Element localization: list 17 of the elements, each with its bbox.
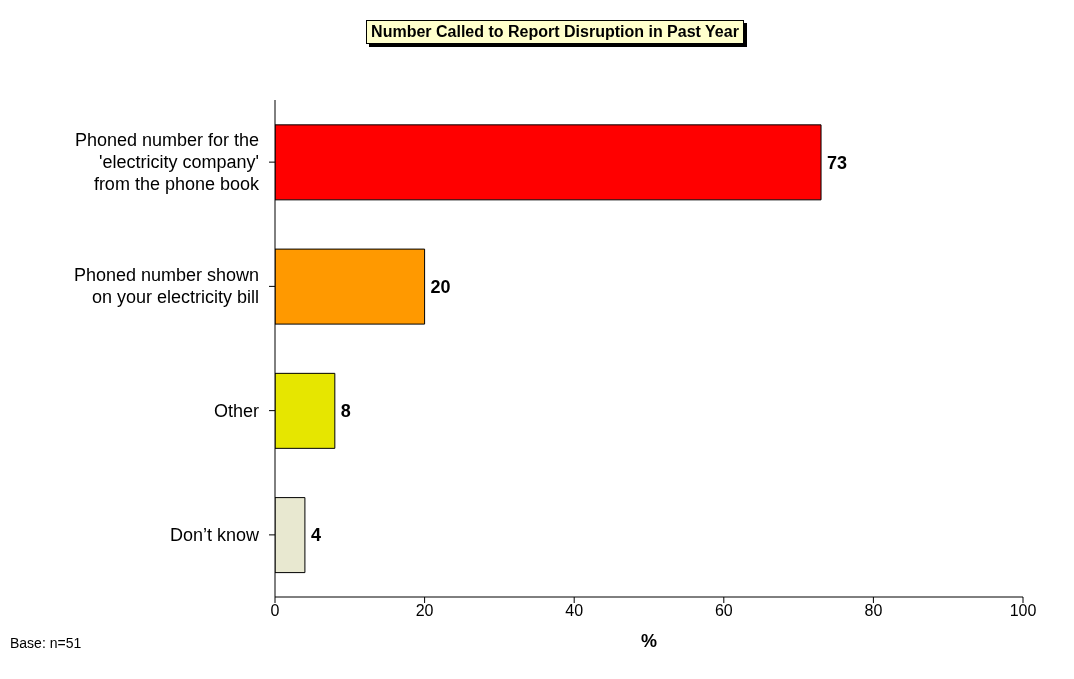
- x-tick-label: 100: [1009, 602, 1037, 620]
- data-label: 20: [430, 276, 451, 297]
- x-tick-label: 40: [565, 602, 584, 620]
- x-tick-label: 0: [270, 602, 280, 620]
- y-tick-label: Phoned number for the 'electricity company' from the phone book: [74, 130, 260, 195]
- x-tick-label: 20: [415, 602, 434, 620]
- x-axis-title: %: [640, 631, 658, 651]
- text: Base: n=51: [10, 635, 82, 651]
- y-tick-label: Don’t know: [169, 524, 260, 545]
- x-tick-label: 80: [864, 602, 883, 620]
- data-label: 4: [310, 525, 321, 546]
- data-label: 73: [827, 152, 848, 173]
- y-tick-label: Phoned number shown on your electricity bill: [73, 265, 259, 308]
- x-tick-label: 60: [714, 602, 733, 620]
- y-tick-label: Other: [213, 400, 259, 421]
- data-label: 8: [340, 401, 351, 422]
- chart-title: Number Called to Report Disruption in Past Year: [366, 20, 744, 44]
